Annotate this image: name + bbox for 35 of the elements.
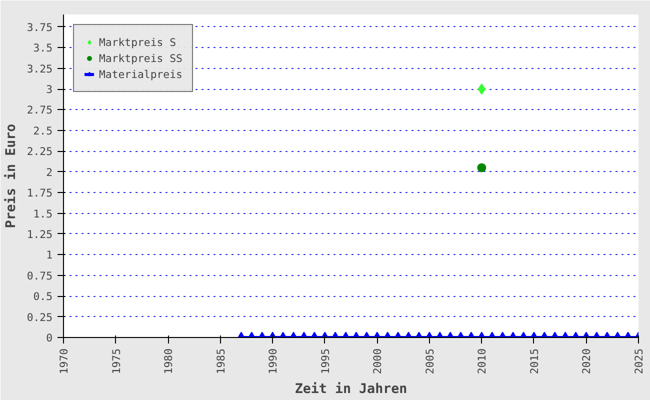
x-tick-label: 1990 — [266, 348, 280, 374]
y-tick-label: 3.75 — [26, 20, 53, 34]
x-axis-title: Zeit in Jahren — [294, 382, 408, 398]
x-tick-label: 1980 — [162, 348, 176, 374]
x-tick-label: 2015 — [528, 348, 541, 374]
x-tick-label: 2010 — [476, 348, 489, 374]
legend-label: Marktpreis SS — [99, 52, 182, 64]
y-tick-label: 0.75 — [26, 269, 53, 282]
y-tick-label: 1.25 — [26, 228, 53, 241]
x-tick-label: 2025 — [632, 348, 646, 374]
x-tick-label: 1985 — [214, 348, 228, 374]
y-tick-label: 3.5 — [33, 42, 53, 55]
x-tick-label: 1970 — [58, 348, 70, 374]
x-tick-label: 1975 — [110, 348, 123, 374]
y-tick-label: 2.75 — [26, 104, 53, 117]
x-tick-label: 2000 — [371, 348, 384, 374]
y-tick-label: 2.5 — [33, 124, 53, 138]
point — [478, 84, 486, 95]
y-tick-label: 2 — [46, 166, 53, 179]
y-axis-title: Preis in Euro — [4, 124, 19, 228]
x-tick-label: 1995 — [318, 348, 332, 374]
legend-label: Materialpreis — [99, 68, 182, 80]
y-tick-label: 1.5 — [33, 207, 53, 220]
y-tick-label: 0.5 — [33, 290, 53, 304]
y-tick-label: 0 — [46, 332, 53, 344]
y-tick-label: 1 — [46, 248, 53, 262]
y-tick-label: 0.25 — [26, 310, 53, 324]
x-tick-label: 2020 — [580, 348, 594, 374]
y-tick-label: 2.25 — [26, 145, 53, 158]
y-tick-label: 3 — [46, 83, 53, 96]
y-tick-label: 1.75 — [26, 186, 53, 200]
legend-label: Marktpreis S — [99, 36, 176, 48]
y-tick-label: 3.25 — [26, 62, 53, 76]
x-tick-label: 2005 — [423, 348, 436, 374]
point — [477, 163, 486, 172]
